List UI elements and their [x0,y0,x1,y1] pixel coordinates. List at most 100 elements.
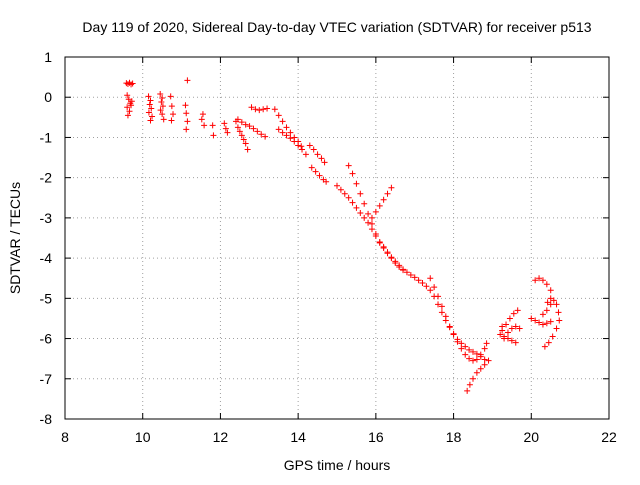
data-point [258,131,265,138]
data-point [532,317,539,324]
y-tick-label: -8 [40,411,53,427]
data-point [547,301,554,308]
data-point [411,274,418,281]
data-point [167,93,174,100]
data-point [415,277,422,284]
data-point [275,126,282,133]
data-point [357,190,364,197]
data-point [308,164,315,171]
data-point [240,136,247,143]
data-point [536,275,543,282]
data-point [473,369,480,376]
data-point [145,93,152,100]
data-point [129,80,136,87]
data-point [547,287,554,294]
data-point [547,295,554,302]
y-tick-label: -3 [40,210,53,226]
data-point [477,351,484,358]
data-point [532,277,539,284]
data-point [250,125,257,132]
data-point [481,356,488,363]
data-point [419,280,426,287]
y-tick-label: 0 [44,89,52,105]
data-point [183,126,190,133]
data-point [396,262,403,269]
data-point [543,307,550,314]
data-point [368,226,375,233]
data-point [125,96,132,103]
data-point [234,116,241,123]
data-point [124,92,131,99]
data-point [446,323,453,330]
data-point [312,168,319,175]
data-point [128,98,135,105]
x-tick-label: 16 [368,429,384,445]
data-point [158,99,165,106]
data-point [198,116,205,123]
data-point [222,125,229,132]
data-point [323,178,330,185]
data-point [458,340,465,347]
data-point [146,101,153,108]
data-point [462,351,469,358]
data-point [442,313,449,320]
data-point [470,357,476,364]
data-point [275,112,282,119]
data-point [128,102,135,109]
x-tick-label: 8 [61,429,69,445]
data-point [435,301,442,308]
data-point [357,210,364,217]
data-point [279,129,286,136]
data-point [159,103,166,110]
y-axis-label: SDTVAR / TECUs [7,182,23,294]
data-point [427,275,434,282]
data-point [264,105,271,112]
data-point [506,315,513,322]
data-point [256,107,263,114]
data-point [236,128,243,135]
data-point [556,317,563,324]
data-point [372,230,379,237]
data-point [510,310,517,317]
data-point [508,337,515,344]
data-point [279,118,286,125]
data-point [501,335,508,342]
data-point [254,128,261,135]
data-point [541,343,548,350]
data-point [462,343,469,350]
data-point [376,202,383,209]
data-point [384,190,391,197]
data-point [553,301,560,308]
data-point [353,204,360,211]
data-point [539,321,546,328]
data-point [497,331,504,338]
data-point [473,356,480,363]
data-point [466,355,473,362]
data-point [248,104,255,111]
data-point [458,345,465,352]
data-point [238,119,245,126]
data-point [238,132,245,139]
data-point [368,214,375,221]
y-tick-label: -1 [40,129,53,145]
y-tick-label: -2 [40,170,53,186]
data-point [310,146,317,153]
data-point [295,142,302,149]
grid-layer [65,57,609,419]
data-point [435,293,442,300]
data-point [407,272,414,279]
data-point [365,219,372,226]
data-point [224,129,231,136]
data-point [242,121,249,128]
data-point [252,106,259,113]
data-point [345,162,352,169]
data-point [299,146,306,153]
data-point [337,186,344,193]
data-point [316,172,323,179]
data-point [539,311,546,318]
data-point [543,281,550,288]
x-tick-label: 18 [446,429,462,445]
data-point [157,91,164,98]
data-point [260,106,267,113]
